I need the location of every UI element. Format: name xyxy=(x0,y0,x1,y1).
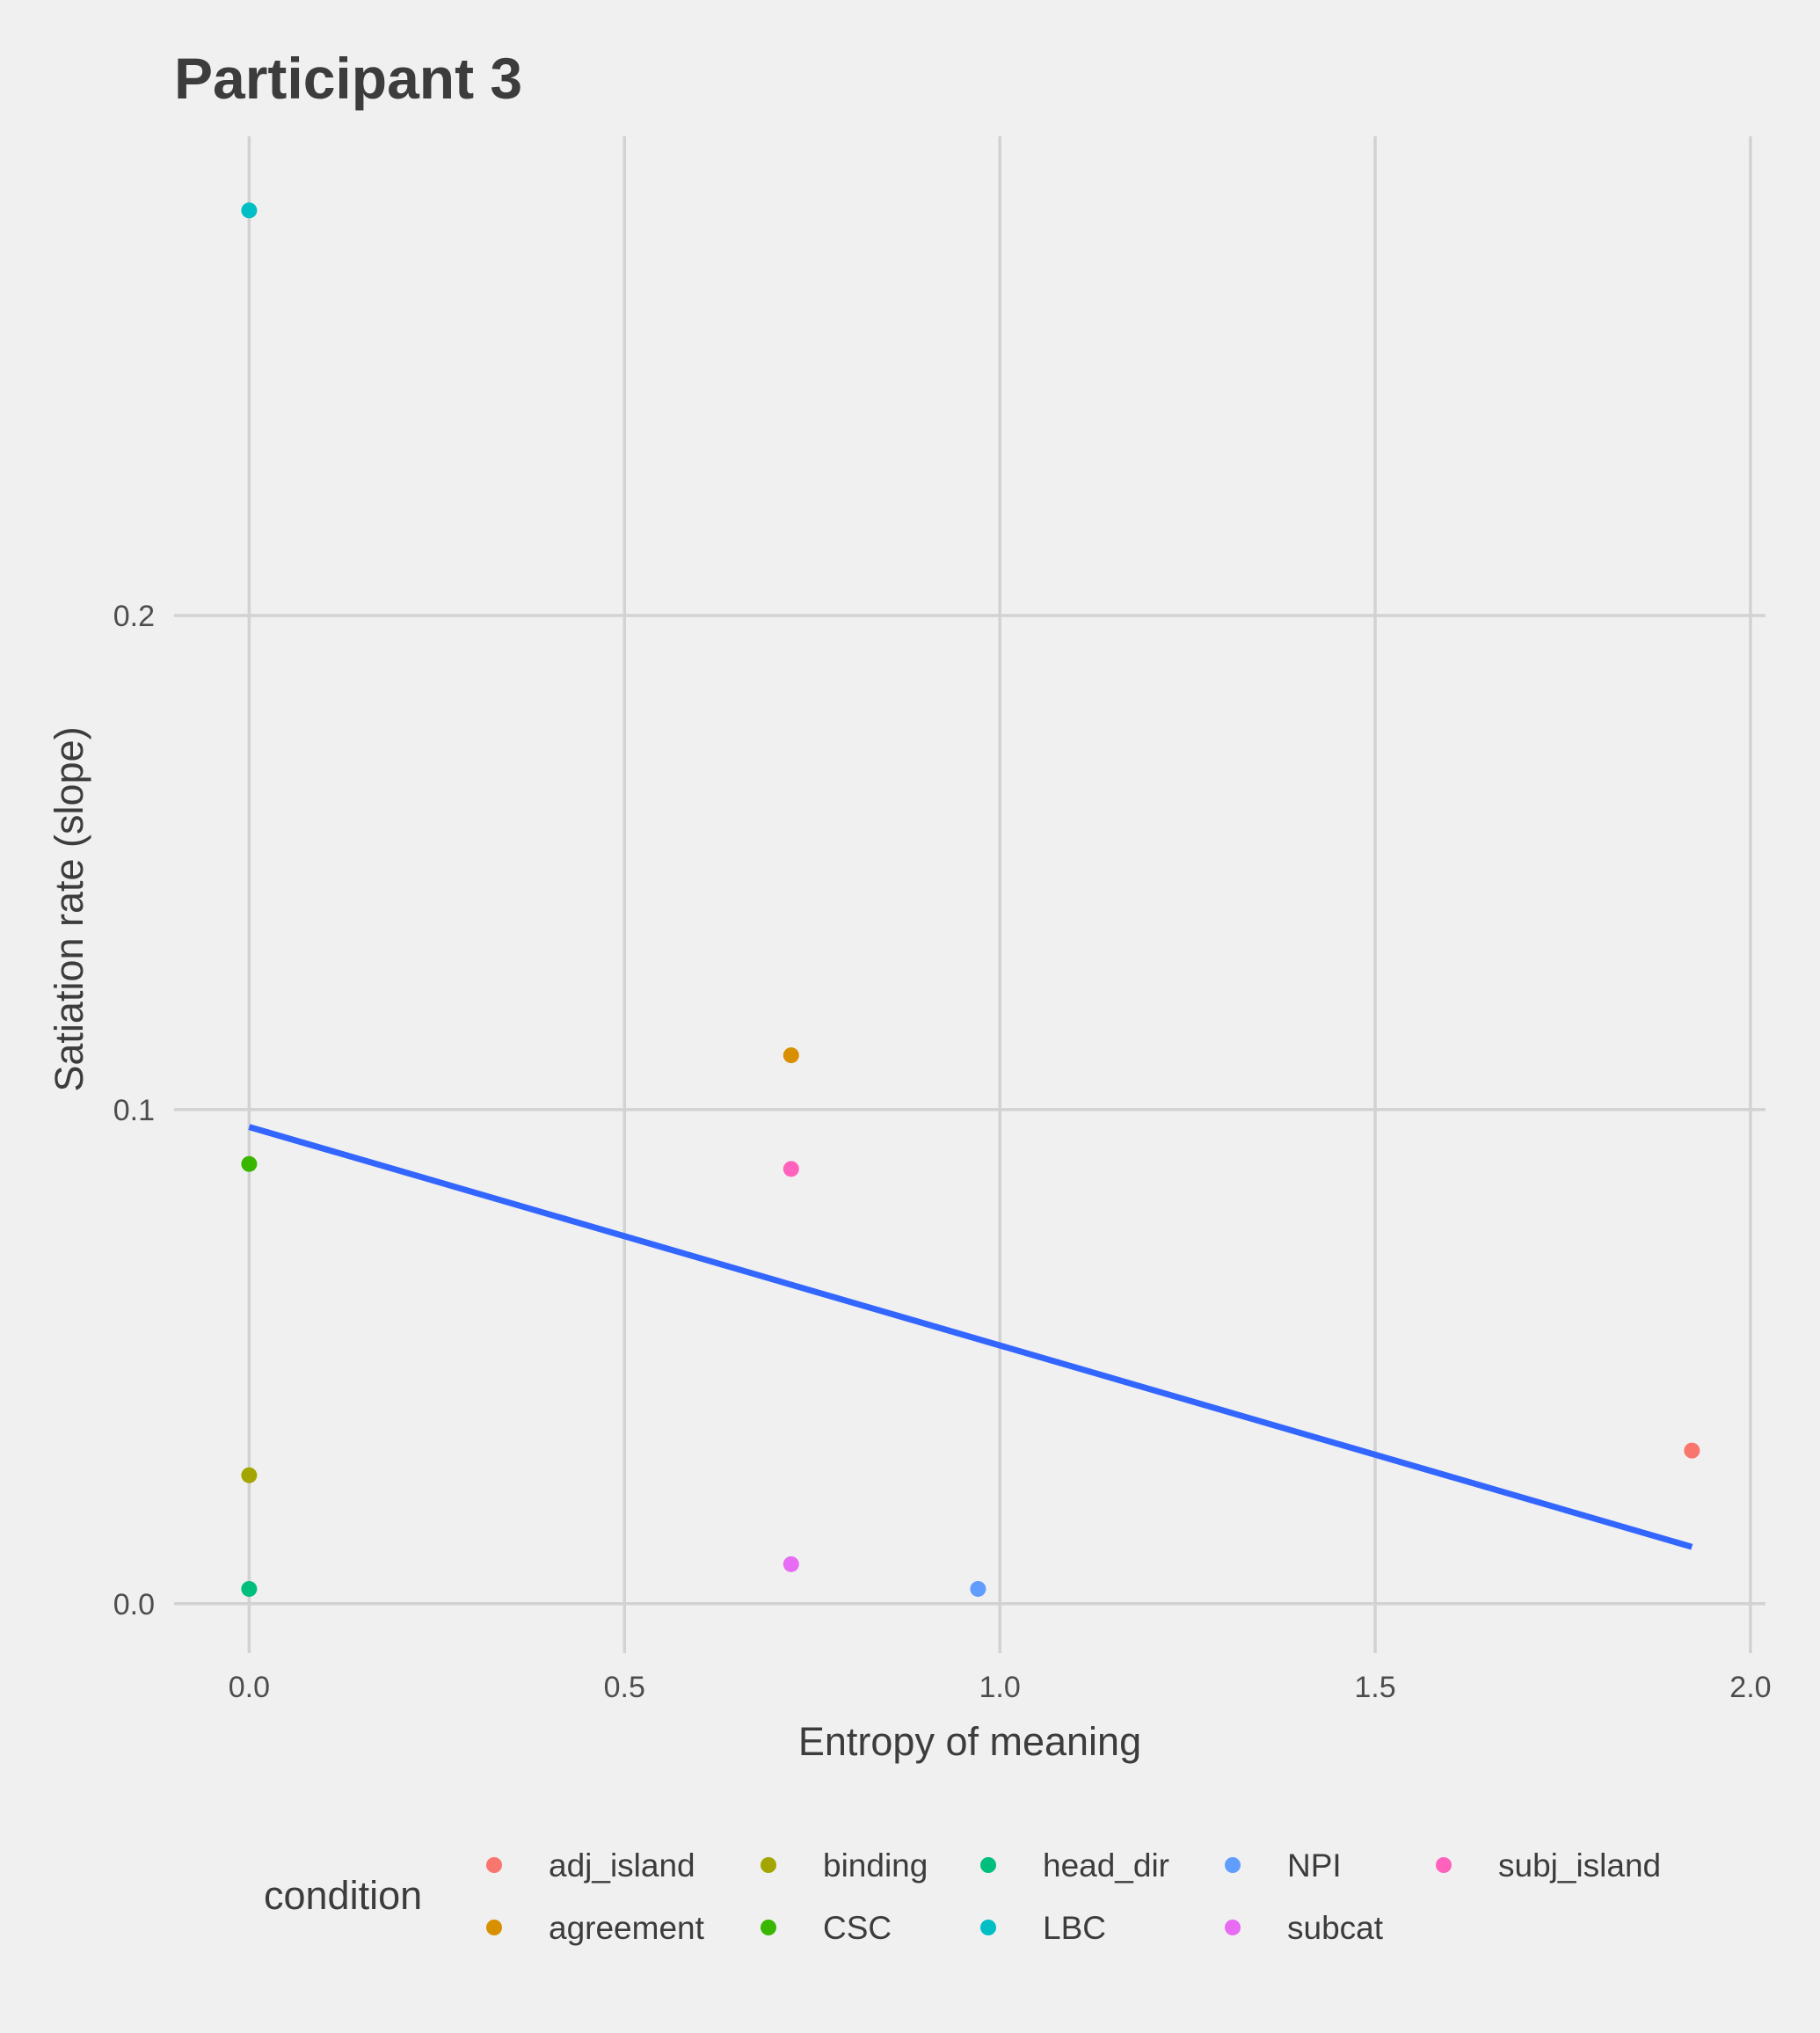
point-CSC xyxy=(241,1155,258,1172)
legend-key-adj_island xyxy=(486,1857,502,1873)
x-tick-label: 1.5 xyxy=(1354,1671,1395,1704)
legend-label-subcat: subcat xyxy=(1287,1910,1384,1946)
trend-line-layer xyxy=(248,1124,1693,1550)
x-tick-label: 2.0 xyxy=(1729,1671,1771,1704)
x-tick-label: 0.5 xyxy=(604,1671,645,1704)
point-LBC xyxy=(241,202,258,219)
data-points xyxy=(241,202,1700,1597)
legend-key-CSC xyxy=(761,1920,776,1935)
legend-key-agreement xyxy=(486,1920,502,1935)
y-axis-label: Satiation rate (slope) xyxy=(47,726,91,1091)
point-head_dir xyxy=(241,1580,258,1597)
legend-key-subj_island xyxy=(1436,1857,1452,1873)
legend-label-agreement: agreement xyxy=(549,1910,705,1946)
legend-key-binding xyxy=(761,1857,776,1873)
legend-key-LBC xyxy=(980,1920,996,1935)
gridlines xyxy=(174,136,1765,1653)
chart-title: Participant 3 xyxy=(174,46,522,111)
point-subcat xyxy=(783,1556,799,1572)
y-tick-label: 0.2 xyxy=(113,600,155,633)
point-subj_island xyxy=(783,1161,799,1177)
legend-label-CSC: CSC xyxy=(823,1910,892,1946)
legend-label-adj_island: adj_island xyxy=(549,1847,695,1884)
point-agreement xyxy=(783,1047,799,1064)
legend-label-LBC: LBC xyxy=(1043,1910,1106,1946)
trend-line xyxy=(248,1124,1693,1550)
point-NPI xyxy=(970,1580,986,1597)
point-binding xyxy=(241,1467,258,1483)
legend-key-head_dir xyxy=(980,1857,996,1873)
x-tick-label: 1.0 xyxy=(979,1671,1021,1704)
legend-label-subj_island: subj_island xyxy=(1498,1847,1661,1884)
y-tick-label: 0.1 xyxy=(113,1094,155,1127)
legend-key-subcat xyxy=(1225,1920,1241,1935)
x-axis-ticks: 0.0 0.5 1.0 1.5 2.0 xyxy=(229,1671,1772,1704)
legend: condition adj_island agreement binding CSC h… xyxy=(264,1847,1661,1946)
legend-title: condition xyxy=(264,1873,422,1918)
point-adj_island xyxy=(1684,1442,1700,1459)
y-tick-label: 0.0 xyxy=(113,1588,155,1621)
x-tick-label: 0.0 xyxy=(229,1671,270,1704)
y-axis-ticks: 0.0 0.1 0.2 xyxy=(113,600,155,1621)
x-axis-label: Entropy of meaning xyxy=(798,1719,1141,1764)
legend-key-NPI xyxy=(1225,1857,1241,1873)
legend-label-head_dir: head_dir xyxy=(1043,1847,1169,1884)
legend-label-binding: binding xyxy=(823,1847,928,1884)
legend-label-NPI: NPI xyxy=(1287,1847,1342,1884)
